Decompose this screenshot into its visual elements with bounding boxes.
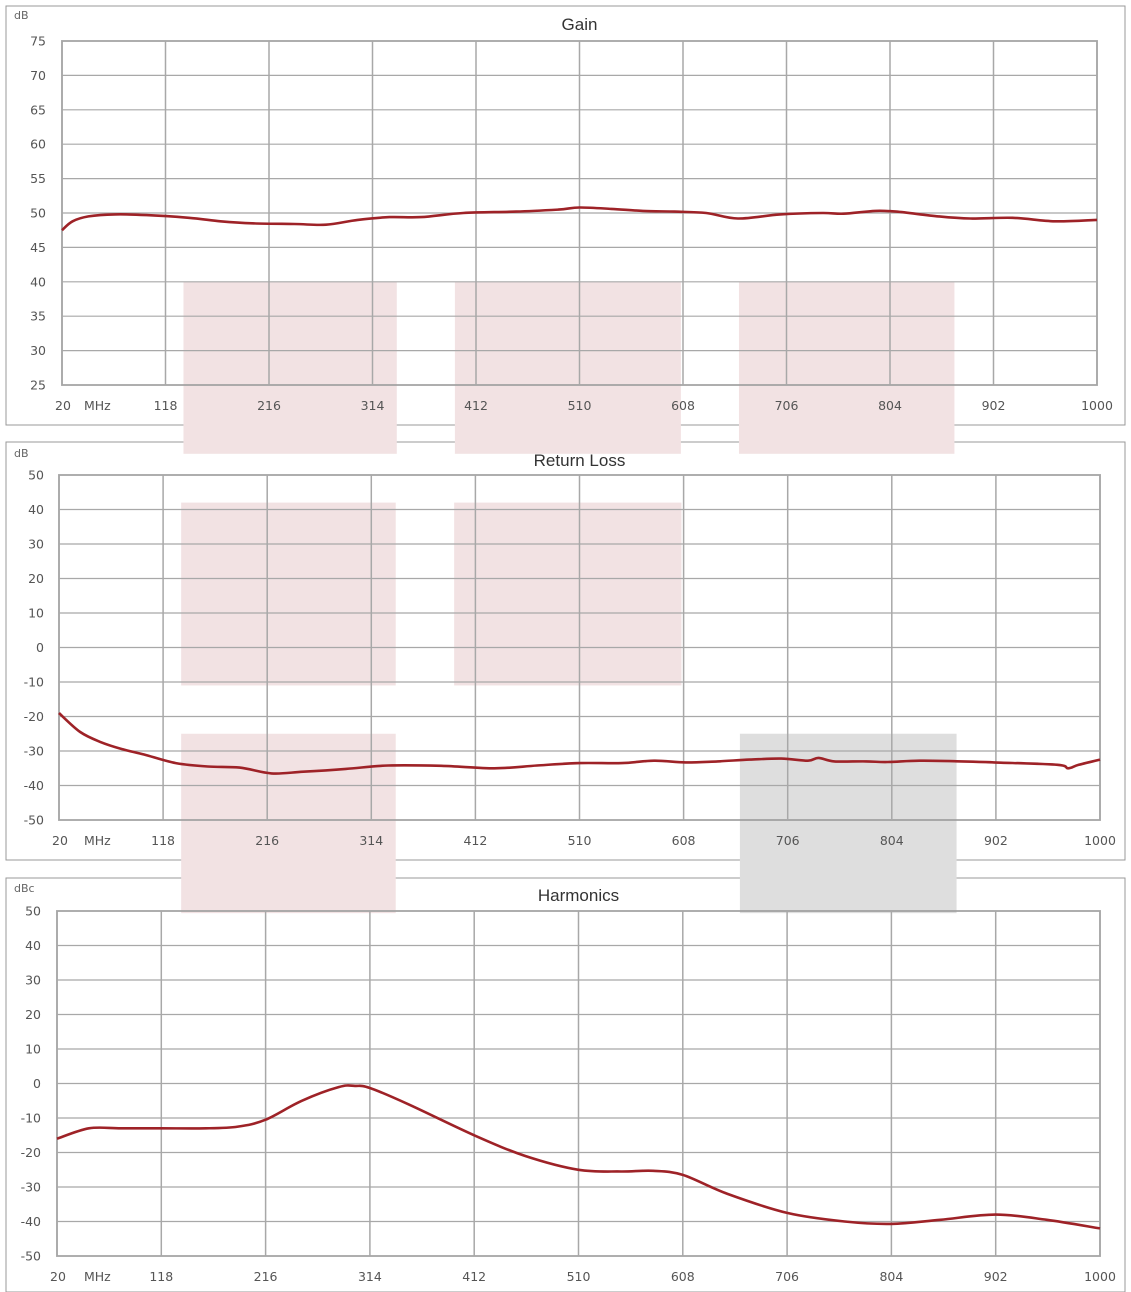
series-line-gain (61, 206, 1098, 232)
x-tick-label: 20 (52, 833, 68, 848)
y-tick-label: 40 (25, 938, 41, 953)
y-tick-label: 30 (28, 537, 44, 552)
shaded-region (183, 281, 397, 454)
x-tick-label: 608 (671, 1269, 695, 1284)
x-tick-label: 706 (776, 833, 800, 848)
y-tick-label: -40 (21, 1214, 41, 1229)
y-tick-label: 0 (36, 640, 44, 655)
y-tick-label: 55 (30, 171, 46, 186)
shaded-region (181, 733, 396, 914)
y-tick-label: -40 (24, 778, 44, 793)
x-tick-label: 510 (568, 398, 592, 413)
y-tick-label: 40 (30, 274, 46, 289)
y-tick-label: -50 (24, 813, 44, 828)
x-tick-label: 804 (879, 1269, 903, 1284)
x-unit-label-gain: MHz (84, 398, 111, 413)
shaded-region (454, 281, 681, 454)
x-tick-label: 1000 (1081, 398, 1113, 413)
y-tick-label: 50 (30, 206, 46, 221)
x-tick-label: 118 (154, 398, 178, 413)
y-tick-label: -20 (21, 1145, 41, 1160)
x-tick-label: 510 (568, 833, 592, 848)
x-tick-label: 1000 (1084, 833, 1116, 848)
x-tick-label: 314 (359, 833, 383, 848)
x-tick-label: 118 (151, 833, 175, 848)
x-tick-label: 216 (255, 833, 279, 848)
y-unit-label-gain: dB (14, 9, 29, 22)
y-tick-label: 50 (25, 904, 41, 919)
x-tick-label: 118 (149, 1269, 173, 1284)
series-layer (56, 206, 1101, 1230)
y-tick-label: 10 (25, 1042, 41, 1057)
y-tick-label: 70 (30, 68, 46, 83)
x-tick-label: 412 (462, 1269, 486, 1284)
y-tick-label: 45 (30, 240, 46, 255)
chart-title-return-loss: Return Loss (534, 451, 626, 470)
shaded-region (181, 502, 396, 686)
chart-title-gain: Gain (562, 15, 598, 34)
y-tick-label: 75 (30, 34, 46, 49)
y-tick-label: -50 (21, 1249, 41, 1264)
shaded-region (454, 502, 682, 686)
y-tick-label: -10 (21, 1111, 41, 1126)
x-tick-label: 1000 (1084, 1269, 1116, 1284)
x-tick-label: 608 (671, 398, 695, 413)
x-tick-label: 510 (567, 1269, 591, 1284)
panel-frame-harmonics (5, 877, 1126, 1292)
x-tick-label: 804 (880, 833, 904, 848)
y-unit-label-return-loss: dB (14, 447, 29, 460)
x-tick-label: 706 (775, 1269, 799, 1284)
x-tick-label: 902 (984, 1269, 1008, 1284)
y-tick-label: 30 (25, 973, 41, 988)
x-tick-label: 216 (254, 1269, 278, 1284)
y-tick-label: -20 (24, 709, 44, 724)
y-tick-label: 65 (30, 102, 46, 117)
series-line-harmonics (56, 1084, 1101, 1230)
shaded-region (738, 281, 955, 454)
x-unit-label-return-loss: MHz (84, 833, 111, 848)
y-tick-label: 60 (30, 137, 46, 152)
x-tick-label: 314 (361, 398, 385, 413)
y-tick-label: 0 (33, 1076, 41, 1091)
y-tick-label: 20 (28, 571, 44, 586)
shaded-regions-layer (181, 281, 957, 914)
x-tick-label: 608 (672, 833, 696, 848)
y-tick-label: 35 (30, 309, 46, 324)
y-tick-label: 10 (28, 606, 44, 621)
y-tick-label: 20 (25, 1007, 41, 1022)
chart-title-harmonics: Harmonics (538, 886, 619, 905)
y-tick-label: 30 (30, 343, 46, 358)
series-line-return-loss (58, 712, 1101, 775)
x-tick-label: 412 (463, 833, 487, 848)
y-tick-label: 50 (28, 468, 44, 483)
x-tick-label: 20 (50, 1269, 66, 1284)
y-tick-label: -30 (21, 1180, 41, 1195)
y-tick-label: 25 (30, 378, 46, 393)
y-tick-label: -30 (24, 744, 44, 759)
x-tick-label: 902 (984, 833, 1008, 848)
x-tick-label: 902 (982, 398, 1006, 413)
x-tick-label: 706 (775, 398, 799, 413)
y-tick-label: -10 (24, 675, 44, 690)
x-tick-label: 216 (257, 398, 281, 413)
y-unit-label-harmonics: dBc (14, 882, 35, 895)
x-unit-label-harmonics: MHz (84, 1269, 111, 1284)
x-tick-label: 804 (878, 398, 902, 413)
x-tick-label: 314 (358, 1269, 382, 1284)
y-tick-label: 40 (28, 502, 44, 517)
x-tick-label: 412 (464, 398, 488, 413)
shaded-region (739, 733, 957, 914)
x-tick-label: 20 (55, 398, 71, 413)
